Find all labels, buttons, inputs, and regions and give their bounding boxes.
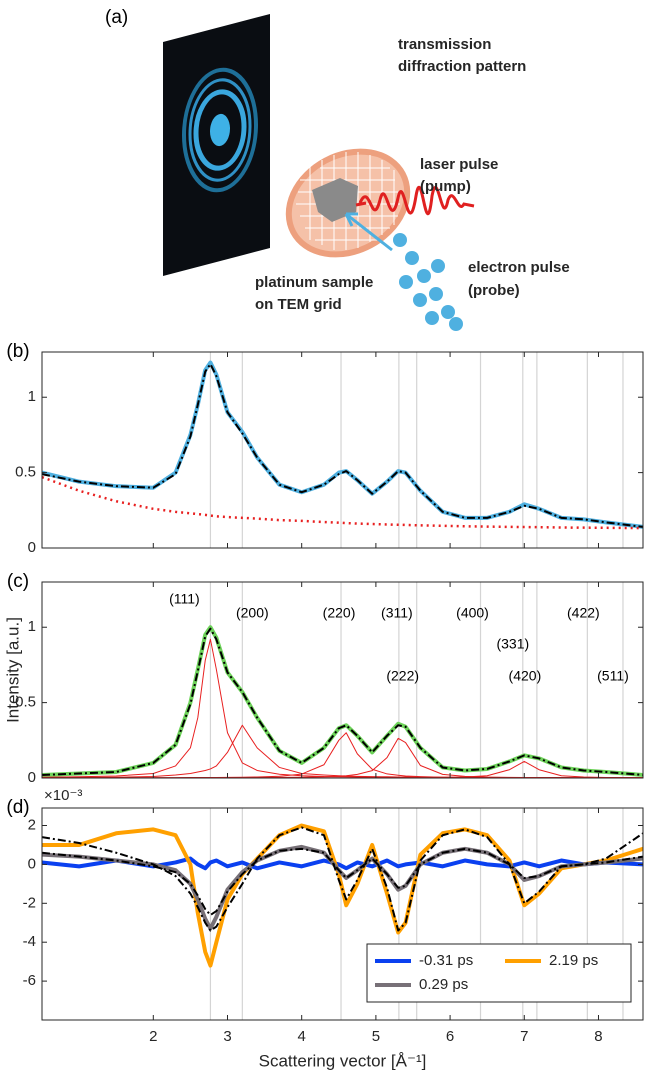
axes (41, 352, 644, 548)
series-line (41, 625, 644, 777)
reflection-label: (222) (386, 668, 419, 684)
sample-label: platinum sample (255, 274, 373, 291)
series-line (41, 826, 644, 932)
y-tick-label: 0.5 (15, 694, 36, 711)
series-line (41, 360, 644, 529)
panel-a: (a) transmission diffraction pattern las… (105, 7, 570, 331)
y-tick-label: 1 (28, 618, 36, 635)
reflection-label: (511) (597, 668, 629, 684)
electron-dots (393, 233, 463, 331)
reflection-label: (220) (323, 605, 356, 621)
electron-label: (probe) (468, 282, 520, 299)
sample (312, 178, 358, 222)
reflection-label: (400) (456, 605, 489, 621)
series-line (41, 363, 644, 528)
y-tick-label: 0 (28, 539, 36, 556)
reflection-label: (311) (381, 605, 413, 621)
y-tick-label: 2 (28, 816, 36, 833)
series-line (41, 638, 643, 779)
y-multiplier: ×10⁻³ (44, 787, 82, 804)
panel-label: (b) (6, 341, 29, 362)
series-line (41, 847, 644, 916)
legend-box (366, 943, 632, 1003)
x-tick-label: 8 (594, 1028, 602, 1045)
x-tick-label: 3 (223, 1028, 231, 1045)
reflection-label: (200) (236, 605, 269, 621)
pattern-label: transmission (398, 36, 491, 53)
series-line (42, 732, 643, 779)
sample-label: on TEM grid (255, 296, 342, 313)
series-line (41, 627, 644, 776)
laser-arrow (355, 201, 367, 207)
panel-label: (c) (7, 571, 29, 592)
panel-label: (d) (6, 797, 29, 818)
laser-wave (358, 185, 475, 216)
y-tick-label: 0.5 (15, 464, 36, 481)
y-tick-label: 1 (28, 388, 36, 405)
x-tick-label: 5 (372, 1028, 380, 1045)
x-axis-label: Scattering vector [Å⁻¹] (259, 1051, 427, 1070)
electron-label: electron pulse (468, 259, 570, 276)
pattern-label: diffraction pattern (398, 58, 526, 75)
y-tick-label: -6 (23, 972, 36, 989)
laser-label: laser pulse (420, 156, 498, 173)
axes-frame (41, 581, 644, 779)
reflection-label: (420) (509, 668, 542, 684)
electron-arrow (344, 212, 393, 252)
y-tick-label: -4 (23, 933, 36, 950)
y-tick-label: 0 (28, 855, 36, 872)
x-tick-label: 7 (520, 1028, 528, 1045)
y-axis-label: Intensity [a.u.] (3, 617, 22, 723)
laser-label: (pump) (420, 178, 471, 195)
x-tick-label: 6 (446, 1028, 454, 1045)
axes-frame (41, 807, 644, 1021)
y-tick-label: -2 (23, 894, 36, 911)
legend-label: 2.19 ps (549, 952, 598, 969)
legend-label: -0.31 ps (419, 952, 473, 969)
reflection-label: (111) (169, 591, 200, 607)
axes-frame (41, 351, 644, 549)
reflection-label: (422) (567, 605, 600, 621)
x-tick-label: 2 (149, 1028, 157, 1045)
series-line (42, 737, 644, 779)
axes: (111) (200) (220) (311) (222) (400) (331) (420)… (41, 582, 644, 779)
legend-label: 0.29 ps (419, 976, 468, 993)
y-tick-label: 0 (28, 769, 36, 786)
panel-label: (a) (105, 7, 128, 28)
reflection-label: (331) (496, 636, 529, 652)
series-line (41, 475, 644, 530)
x-tick-label: 4 (298, 1028, 306, 1045)
series-line (41, 856, 644, 871)
